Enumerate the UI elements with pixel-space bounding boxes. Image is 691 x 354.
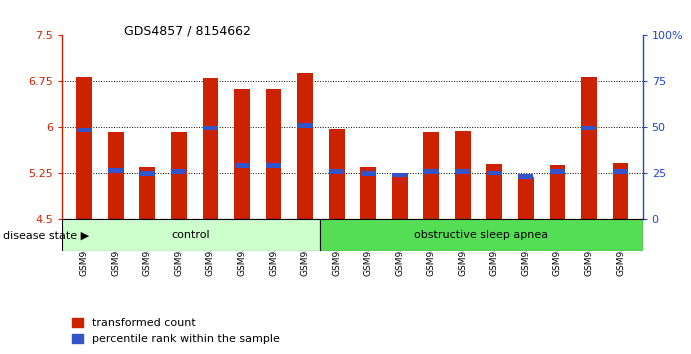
Bar: [77, 77, 92, 219]
Bar: [62, 219, 320, 251]
Bar: [171, 170, 187, 174]
Bar: [234, 90, 250, 219]
Bar: [613, 170, 628, 174]
Bar: [549, 165, 565, 219]
Bar: [108, 132, 124, 219]
Bar: [582, 126, 596, 130]
Bar: [550, 170, 565, 174]
Bar: [297, 73, 313, 219]
Bar: [424, 170, 439, 174]
Bar: [171, 132, 187, 219]
Bar: [518, 175, 533, 179]
Legend: transformed count, percentile rank within the sample: transformed count, percentile rank withi…: [68, 314, 285, 349]
Bar: [329, 170, 344, 174]
Bar: [360, 167, 376, 219]
Bar: [361, 171, 376, 176]
Bar: [487, 171, 502, 175]
Bar: [581, 77, 597, 219]
Bar: [77, 128, 92, 132]
Bar: [203, 126, 218, 130]
Bar: [329, 129, 345, 219]
Bar: [266, 163, 281, 168]
Bar: [486, 164, 502, 219]
Bar: [392, 173, 408, 219]
Bar: [455, 131, 471, 219]
Text: GDS4857 / 8154662: GDS4857 / 8154662: [124, 25, 252, 38]
Bar: [424, 132, 439, 219]
Bar: [202, 78, 218, 219]
Bar: [140, 171, 155, 176]
Bar: [234, 163, 249, 168]
Bar: [265, 90, 281, 219]
Bar: [613, 163, 628, 219]
Bar: [518, 177, 534, 219]
Bar: [140, 167, 155, 219]
Text: disease state ▶: disease state ▶: [3, 230, 90, 240]
Text: obstructive sleep apnea: obstructive sleep apnea: [415, 230, 549, 240]
Bar: [455, 170, 471, 174]
Text: control: control: [172, 230, 211, 240]
Bar: [320, 219, 643, 251]
Bar: [392, 173, 407, 177]
Bar: [298, 124, 312, 128]
Bar: [108, 168, 123, 172]
